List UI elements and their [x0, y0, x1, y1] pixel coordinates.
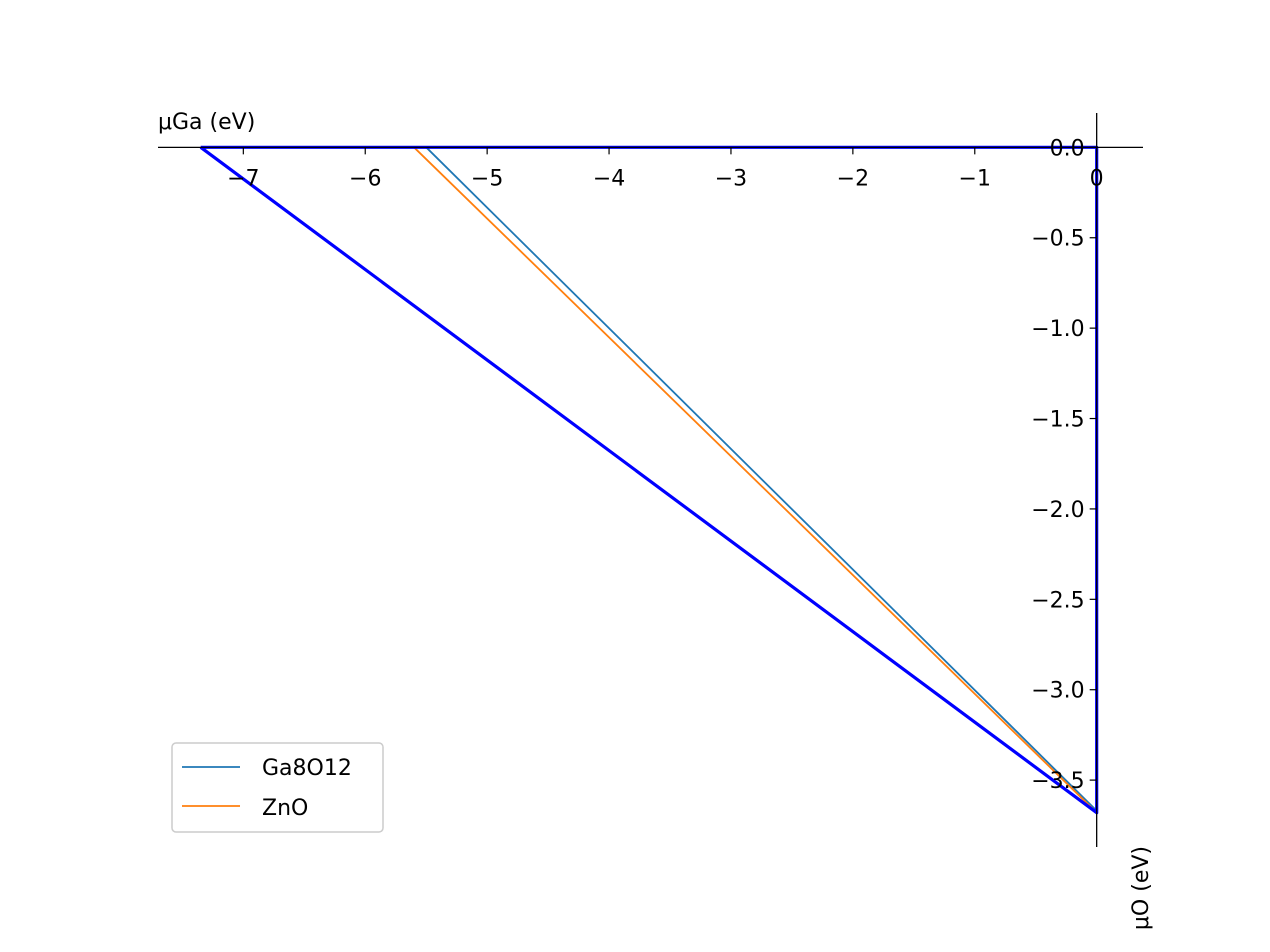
x-tick-label: −7	[227, 166, 259, 191]
y-tick-label: −1.5	[1031, 408, 1084, 433]
series-line-ga8o12	[425, 146, 1098, 812]
y-tick-label: −2.5	[1031, 588, 1084, 613]
legend-frame	[171, 742, 384, 833]
legend-label-zno: ZnO	[262, 796, 308, 821]
legend: Ga8O12 ZnO	[171, 742, 384, 833]
y-tick-label: −3.5	[1031, 769, 1084, 794]
axes-layer	[158, 113, 1143, 847]
y-tick-label: 0.0	[1050, 136, 1085, 161]
y-tick-label: −1.0	[1031, 317, 1084, 342]
x-tick-label: −3	[715, 166, 747, 191]
x-tick-label: 0	[1090, 166, 1104, 191]
legend-label-ga8o12: Ga8O12	[262, 756, 352, 781]
x-tick-label: −1	[959, 166, 991, 191]
series-layer	[413, 146, 1098, 814]
y-axis-title: μO (eV)	[1129, 846, 1154, 930]
x-tick-label: −5	[471, 166, 503, 191]
stability-region-layer	[199, 145, 1099, 815]
series-line-zno	[413, 146, 1098, 814]
stability-region-outline	[199, 145, 1099, 815]
y-tick-label: −0.5	[1031, 227, 1084, 252]
y-tick-label: −2.0	[1031, 498, 1084, 523]
y-tick-label: −3.0	[1031, 679, 1084, 704]
x-tick-label: −6	[349, 166, 381, 191]
x-tick-label: −4	[593, 166, 625, 191]
x-axis-title: μGa (eV)	[158, 110, 255, 135]
ticks-layer: −7 −6 −5 −4 −3 −2 −1 00.0 −0.5 −1.0 −1.5 −2.0 −2.5 −3…	[227, 136, 1104, 794]
x-tick-label: −2	[837, 166, 869, 191]
